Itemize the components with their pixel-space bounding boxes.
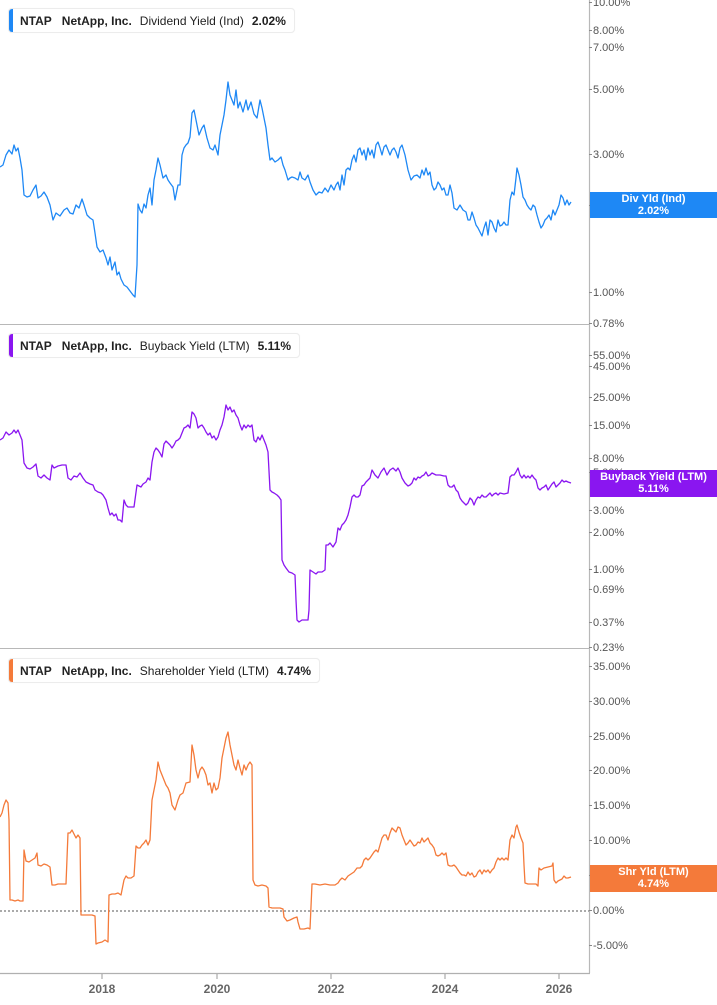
x-tick-label: 2022 — [317, 982, 345, 996]
legend-metric: Shareholder Yield (LTM) — [139, 663, 269, 678]
y-tick: 25.00% — [588, 392, 631, 404]
y-tick: 1.00% — [588, 287, 625, 299]
x-tick-label: 2018 — [88, 982, 116, 996]
x-axis-ticks — [101, 974, 560, 979]
legend-ticker: NTAP — [20, 338, 52, 353]
y-tick: 8.00% — [588, 25, 625, 37]
series-color-marker — [9, 9, 13, 32]
dividend-yield-panel: NTAP NetApp, Inc. Dividend Yield (Ind) 2… — [0, 0, 717, 324]
y-tick: 0.69% — [588, 584, 625, 596]
legend-company: NetApp, Inc. — [61, 663, 132, 678]
current-value-badge-dividend: Div Yld (Ind) 2.02% — [590, 192, 717, 218]
shareholder-yield-panel: NTAP NetApp, Inc. Shareholder Yield (LTM… — [0, 648, 717, 973]
current-value-badge-buyback: Buyback Yield (LTM) 5.11% — [590, 470, 717, 497]
badge-label: Shr Yld (LTM) — [618, 866, 689, 878]
x-tick-label: 2026 — [545, 982, 573, 996]
buyback-yield-panel: NTAP NetApp, Inc. Buyback Yield (LTM) 5.… — [0, 324, 717, 648]
y-tick: 55.00% — [588, 350, 631, 362]
series-color-marker — [9, 659, 13, 682]
legend-ticker: NTAP — [20, 13, 52, 28]
y-tick: 2.00% — [588, 527, 625, 539]
y-tick: 5.00% — [588, 84, 625, 96]
y-tick: 0.37% — [588, 617, 625, 629]
y-tick: 45.00% — [588, 361, 631, 373]
badge-value: 4.74% — [637, 878, 670, 890]
legend-shareholder-yield[interactable]: NTAP NetApp, Inc. Shareholder Yield (LTM… — [8, 658, 320, 683]
dividend-yield-line — [0, 81, 572, 298]
series-color-marker — [9, 334, 13, 357]
y-tick: 3.00% — [588, 505, 625, 517]
x-tick-label: 2024 — [431, 982, 459, 996]
y-tick: 15.00% — [588, 420, 631, 432]
y-tick: -5.00% — [589, 940, 628, 952]
legend-buyback-yield[interactable]: NTAP NetApp, Inc. Buyback Yield (LTM) 5.… — [8, 333, 300, 358]
legend-company: NetApp, Inc. — [61, 13, 132, 28]
legend-dividend-yield[interactable]: NTAP NetApp, Inc. Dividend Yield (Ind) 2… — [8, 8, 295, 33]
badge-label: Div Yld (Ind) — [621, 193, 686, 205]
y-tick: 1.00% — [588, 564, 625, 576]
legend-metric: Dividend Yield (Ind) — [139, 13, 244, 28]
badge-value: 2.02% — [637, 205, 670, 217]
legend-metric: Buyback Yield (LTM) — [139, 338, 250, 353]
y-tick: 15.00% — [588, 800, 631, 812]
legend-value: 2.02% — [251, 13, 286, 28]
x-tick-label: 2020 — [203, 982, 231, 996]
y-tick: 10.00% — [588, 835, 631, 847]
legend-ticker: NTAP — [20, 663, 52, 678]
legend-company: NetApp, Inc. — [61, 338, 132, 353]
y-tick: 7.00% — [588, 42, 625, 54]
y-tick: 8.00% — [588, 453, 625, 465]
badge-label: Buyback Yield (LTM) — [600, 471, 707, 483]
badge-value: 5.11% — [638, 483, 669, 495]
y-tick: 10.00% — [588, 0, 630, 9]
y-tick: 0.78% — [588, 318, 625, 330]
legend-value: 5.11% — [257, 338, 291, 353]
current-value-badge-shareholder: Shr Yld (LTM) 4.74% — [590, 865, 717, 892]
y-tick: 25.00% — [588, 731, 631, 743]
y-tick: 35.00% — [588, 661, 631, 673]
y-tick: 0.23% — [588, 642, 625, 654]
buyback-yield-line — [0, 404, 572, 623]
y-tick: 30.00% — [588, 696, 631, 708]
y-tick: 3.00% — [588, 149, 625, 161]
y-tick: 20.00% — [588, 765, 631, 777]
shareholder-yield-line — [0, 731, 572, 945]
legend-value: 4.74% — [276, 663, 311, 678]
y-tick: 0.00% — [588, 905, 625, 917]
